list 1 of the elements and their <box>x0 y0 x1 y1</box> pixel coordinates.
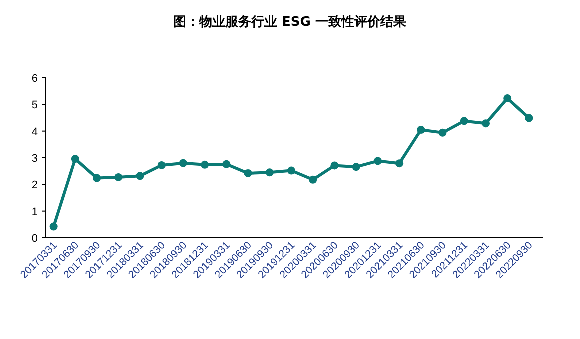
title: 图：物业服务行业 ESG 一致性评价结果 <box>174 15 406 30</box>
